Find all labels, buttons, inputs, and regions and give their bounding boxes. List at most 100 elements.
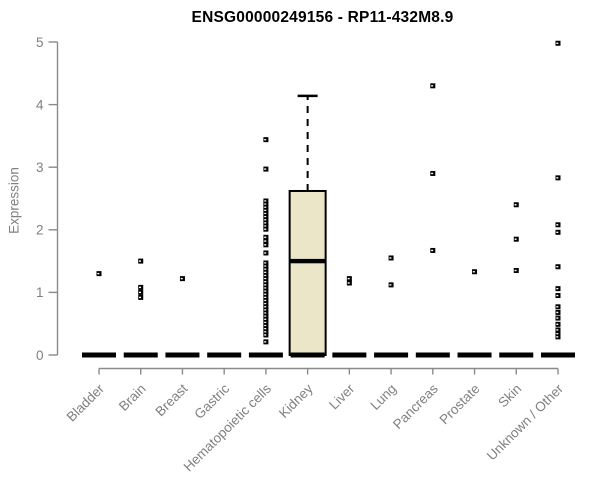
outlier-point-center (264, 212, 267, 215)
zero-median-bar (415, 352, 450, 358)
x-category-label: Breast (152, 381, 190, 419)
x-category-label: Lung (367, 381, 399, 413)
outlier-point-center (556, 294, 559, 297)
outlier-point-center (389, 257, 392, 259)
x-category-label: Liver (326, 381, 358, 413)
outlier-point-center (264, 334, 267, 336)
outlier-point-center (431, 249, 434, 252)
outlier-point-center (180, 277, 183, 280)
outlier-point-center (264, 309, 267, 311)
zero-median-bar (82, 352, 116, 358)
outlier-point-center (264, 168, 267, 170)
zero-median-bar (290, 352, 325, 358)
y-tick-label: 1 (36, 285, 44, 300)
zero-median-bar (540, 352, 575, 358)
outlier-point-center (264, 265, 267, 267)
outlier-point-center (264, 290, 267, 292)
outlier-point-center (347, 277, 350, 280)
chart-title: ENSG00000249156 - RP11-432M8.9 (191, 9, 454, 26)
y-tick-label: 5 (36, 35, 44, 50)
outlier-point-center (556, 224, 559, 226)
outlier-point-center (264, 271, 267, 274)
outlier-point-center (264, 281, 267, 283)
median-line (289, 258, 326, 264)
outlier-point-center (556, 287, 559, 290)
outlier-point-center (556, 323, 559, 326)
zero-median-bar (165, 352, 200, 358)
outlier-point-center (264, 328, 267, 330)
outlier-point-center (431, 85, 434, 87)
outlier-point-center (139, 296, 142, 299)
outlier-point-center (264, 252, 267, 254)
zero-median-bar (248, 352, 283, 358)
outlier-point-center (264, 222, 267, 224)
outlier-point-center (264, 240, 267, 242)
outlier-point-center (264, 209, 267, 212)
zero-median-bar (332, 352, 367, 358)
outlier-point-center (556, 266, 559, 268)
outlier-point-center (514, 238, 517, 240)
x-category-label: Brain (116, 381, 149, 414)
outlier-point-center (264, 306, 267, 308)
y-tick-label: 2 (36, 223, 44, 238)
outlier-point-center (264, 219, 267, 221)
outlier-point-center (264, 312, 267, 314)
outlier-point-center (556, 317, 559, 319)
outlier-point-center (97, 272, 100, 275)
outlier-point-center (264, 315, 267, 317)
x-category-label: Prostate (437, 381, 483, 427)
outlier-point-center (264, 321, 267, 324)
box (288, 189, 327, 356)
y-tick-label: 3 (36, 160, 44, 175)
outlier-point-center (514, 269, 517, 272)
outlier-point-center (472, 271, 475, 273)
zero-median-bar (374, 352, 409, 358)
y-tick-label: 4 (36, 97, 44, 112)
zero-median-bar (457, 352, 492, 358)
outlier-point-center (264, 299, 267, 302)
outlier-point-center (556, 311, 559, 314)
y-tick-label: 0 (36, 348, 44, 363)
outlier-point-center (264, 287, 267, 289)
outlier-point-center (556, 231, 559, 234)
outlier-point-center (264, 206, 267, 208)
x-category-label: Bladder (64, 381, 108, 425)
outlier-point-center (556, 42, 559, 44)
outlier-point-center (264, 138, 267, 141)
outlier-point-center (264, 331, 267, 333)
outlier-point-center (264, 200, 267, 202)
outlier-point-center (556, 336, 559, 338)
outlier-point-center (264, 302, 267, 305)
outlier-point-center (139, 291, 142, 294)
outlier-point-center (264, 318, 267, 321)
zero-median-bar (207, 352, 242, 358)
outlier-point-center (264, 284, 267, 286)
outlier-point-center (431, 172, 434, 175)
outlier-point-center (556, 333, 559, 335)
outlier-point-center (264, 296, 267, 299)
x-category-label: Skin (495, 381, 524, 410)
outlier-point-center (139, 286, 142, 289)
x-category-label: Pancreas (390, 381, 441, 432)
outlier-point-center (264, 341, 267, 343)
outlier-point-center (264, 324, 267, 327)
x-category-label: Kidney (276, 381, 316, 421)
outlier-point-center (556, 177, 559, 179)
outlier-point-center (264, 236, 267, 239)
outlier-point-center (514, 204, 517, 206)
outlier-point-center (264, 274, 267, 277)
zero-median-bar (123, 352, 158, 358)
outlier-point-center (139, 260, 142, 262)
x-category-label: Unknown / Other (484, 381, 567, 464)
x-category-label: Gastric (191, 381, 232, 422)
outlier-point-center (264, 244, 267, 246)
outlier-point-center (389, 284, 392, 286)
outlier-point-center (264, 225, 267, 227)
outlier-point-center (347, 282, 350, 284)
outlier-point-center (264, 293, 267, 295)
outlier-point-center (264, 228, 267, 230)
zero-median-bar (499, 352, 534, 358)
outlier-point-center (264, 215, 267, 218)
